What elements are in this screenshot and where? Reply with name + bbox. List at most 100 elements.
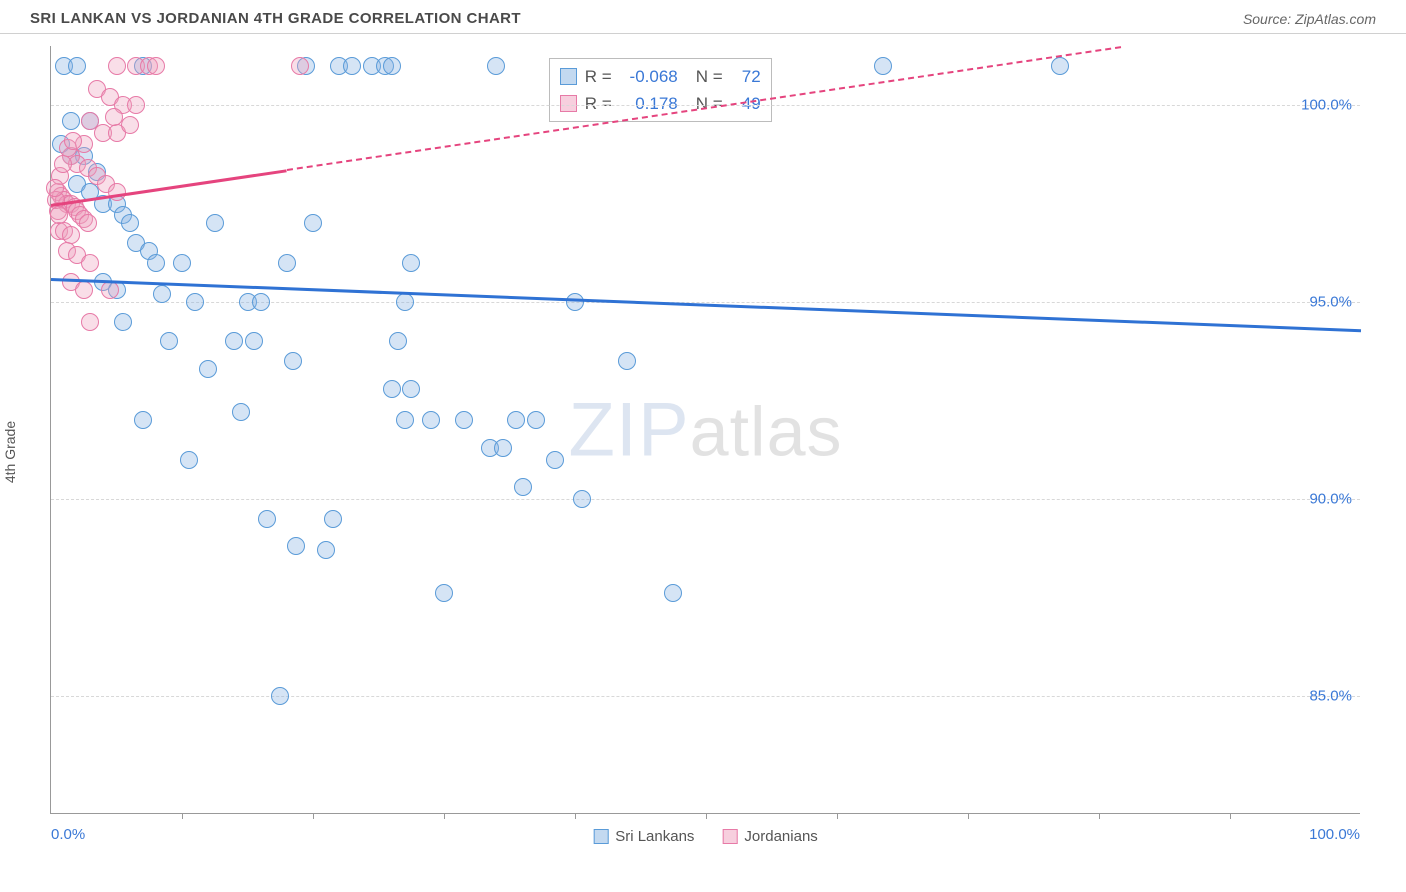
data-point [50, 206, 68, 224]
data-point [173, 254, 191, 272]
data-point [108, 183, 126, 201]
data-point [101, 281, 119, 299]
title-bar: SRI LANKAN VS JORDANIAN 4TH GRADE CORREL… [0, 0, 1406, 34]
data-point [396, 293, 414, 311]
data-point [284, 352, 302, 370]
y-tick-label: 85.0% [1309, 687, 1352, 704]
data-point [121, 214, 139, 232]
stat-value-n: 72 [731, 63, 761, 90]
data-point [494, 439, 512, 457]
legend-item: Sri Lankans [593, 828, 694, 845]
data-point [81, 313, 99, 331]
legend-swatch [560, 68, 577, 85]
grid-line [51, 696, 1360, 697]
data-point [54, 155, 72, 173]
legend-swatch [593, 829, 608, 844]
stat-label-n: N = [696, 63, 723, 90]
data-point [435, 584, 453, 602]
data-point [287, 537, 305, 555]
data-point [514, 478, 532, 496]
legend-swatch [560, 95, 577, 112]
data-point [487, 57, 505, 75]
data-point [147, 254, 165, 272]
data-point [874, 57, 892, 75]
legend-item: Jordanians [722, 828, 817, 845]
data-point [79, 214, 97, 232]
data-point [291, 57, 309, 75]
grid-line [51, 499, 1360, 500]
x-tick [575, 813, 576, 819]
data-point [199, 360, 217, 378]
chart-title: SRI LANKAN VS JORDANIAN 4TH GRADE CORREL… [30, 10, 521, 27]
data-point [343, 57, 361, 75]
series-legend: Sri Lankans Jordanians [593, 828, 818, 845]
chart-container: SRI LANKAN VS JORDANIAN 4TH GRADE CORREL… [0, 0, 1406, 892]
data-point [618, 352, 636, 370]
data-point [664, 584, 682, 602]
data-point [180, 451, 198, 469]
grid-line [51, 105, 1360, 106]
data-point [62, 112, 80, 130]
x-tick [1230, 813, 1231, 819]
watermark-part-2: atlas [690, 392, 843, 470]
x-axis-min-label: 0.0% [51, 826, 85, 843]
stat-label-r: R = [585, 63, 612, 90]
y-axis-label: 4th Grade [2, 421, 18, 483]
data-point [324, 510, 342, 528]
data-point [160, 332, 178, 350]
data-point [527, 411, 545, 429]
stat-label-r: R = [585, 90, 612, 117]
data-point [245, 332, 263, 350]
data-point [75, 281, 93, 299]
y-tick-label: 90.0% [1309, 490, 1352, 507]
data-point [278, 254, 296, 272]
data-point [271, 687, 289, 705]
watermark-part-1: ZIP [568, 387, 689, 472]
source-attribution: Source: ZipAtlas.com [1243, 11, 1376, 27]
data-point [114, 313, 132, 331]
x-tick [182, 813, 183, 819]
data-point [396, 411, 414, 429]
x-tick [837, 813, 838, 819]
watermark: ZIPatlas [568, 386, 842, 473]
data-point [402, 380, 420, 398]
data-point [108, 57, 126, 75]
data-point [127, 96, 145, 114]
data-point [225, 332, 243, 350]
data-point [383, 57, 401, 75]
data-point [252, 293, 270, 311]
legend-label: Sri Lankans [615, 828, 694, 845]
y-tick-label: 95.0% [1309, 294, 1352, 311]
data-point [206, 214, 224, 232]
stat-label-n: N = [696, 90, 723, 117]
x-tick [706, 813, 707, 819]
correlation-stats-box: R =-0.068N =72R =0.178N =49 [549, 58, 772, 122]
data-point [134, 411, 152, 429]
data-point [573, 490, 591, 508]
data-point [383, 380, 401, 398]
y-tick-label: 100.0% [1301, 97, 1352, 114]
x-axis-max-label: 100.0% [1309, 826, 1360, 843]
plot-wrapper: 4th Grade ZIPatlas R =-0.068N =72R =0.17… [0, 34, 1406, 854]
data-point [1051, 57, 1069, 75]
data-point [81, 254, 99, 272]
data-point [304, 214, 322, 232]
data-point [121, 116, 139, 134]
data-point [566, 293, 584, 311]
x-tick [313, 813, 314, 819]
data-point [68, 57, 86, 75]
plot-area: ZIPatlas R =-0.068N =72R =0.178N =49 Sri… [50, 46, 1360, 814]
data-point [455, 411, 473, 429]
x-tick [1099, 813, 1100, 819]
stat-value-r: -0.068 [620, 63, 678, 90]
legend-swatch [722, 829, 737, 844]
data-point [546, 451, 564, 469]
data-point [402, 254, 420, 272]
data-point [258, 510, 276, 528]
legend-label: Jordanians [744, 828, 817, 845]
stats-row: R = -0.068 N = 72 [560, 63, 761, 90]
data-point [153, 285, 171, 303]
x-tick [444, 813, 445, 819]
data-point [389, 332, 407, 350]
data-point [147, 57, 165, 75]
